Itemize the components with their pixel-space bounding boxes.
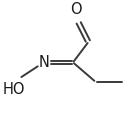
Text: HO: HO bbox=[3, 82, 26, 97]
Text: O: O bbox=[70, 2, 82, 17]
Text: N: N bbox=[38, 55, 49, 70]
